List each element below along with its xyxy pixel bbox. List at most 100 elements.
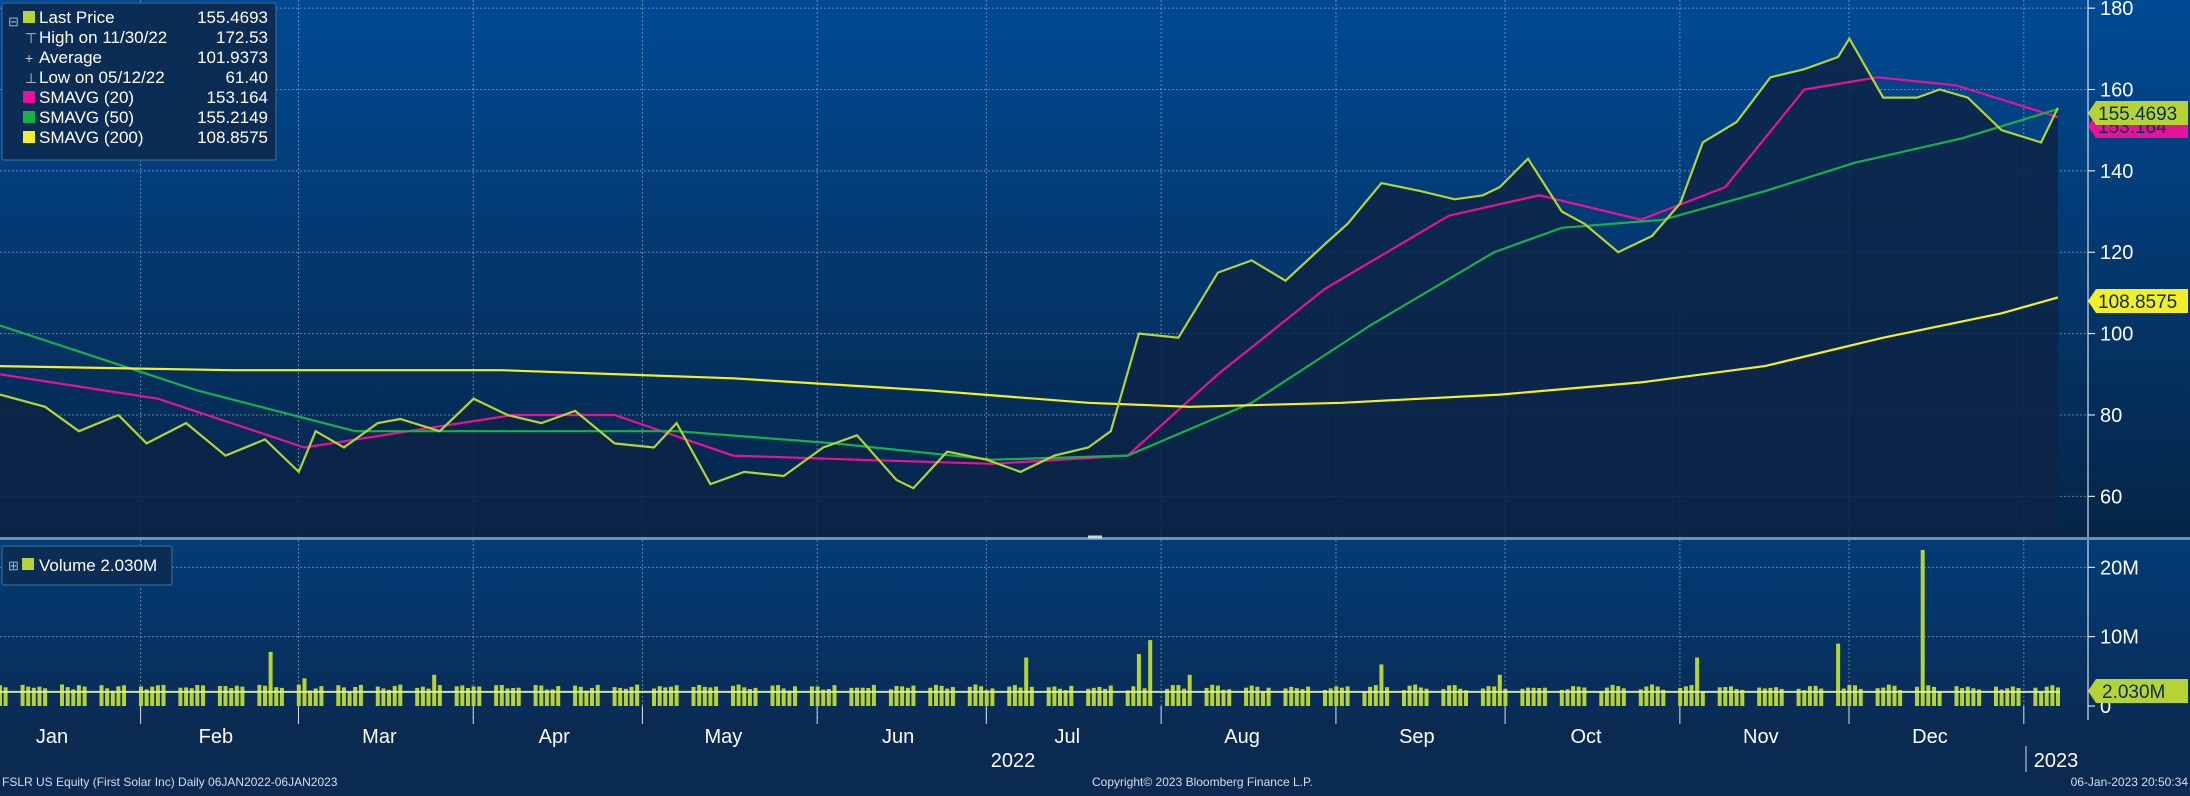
legend-label: SMAVG (50) xyxy=(39,108,134,127)
legend-collapse-icon[interactable]: ⊟ xyxy=(8,14,19,29)
volume-bar xyxy=(1063,690,1068,706)
volume-bar xyxy=(855,687,859,706)
volume-bar xyxy=(201,685,205,706)
volume-bar xyxy=(1537,688,1542,706)
year-label-2022: 2022 xyxy=(991,750,1036,772)
volume-bar xyxy=(279,687,284,706)
volume-bar xyxy=(1464,690,1468,706)
volume-bar xyxy=(1323,690,1327,706)
volume-bar xyxy=(1678,687,1683,706)
sma-line xyxy=(0,107,2059,461)
volume-tag xyxy=(2088,679,2188,703)
volume-legend-expand-icon[interactable]: ⊞ xyxy=(8,558,19,573)
volume-bar xyxy=(702,686,707,706)
volume-bar xyxy=(1915,686,1919,706)
volume-bar xyxy=(731,685,735,706)
volume-bar xyxy=(2056,687,2060,706)
volume-bar xyxy=(1339,687,1344,706)
volume-bar xyxy=(849,687,854,706)
volume-bar xyxy=(1097,686,1102,706)
volume-bar xyxy=(629,686,634,706)
volume-bar xyxy=(122,685,126,706)
volume-bar xyxy=(1046,687,1051,706)
volume-bar xyxy=(387,689,391,706)
volume-bar xyxy=(1345,686,1350,706)
volume-bar xyxy=(1977,689,1982,706)
legend-value: 172.53 xyxy=(216,28,268,47)
volume-bar xyxy=(1334,686,1339,706)
volume-bar xyxy=(979,686,984,706)
volume-bar xyxy=(623,688,628,706)
month-label: Aug xyxy=(1224,726,1260,748)
volume-bar xyxy=(1559,689,1564,706)
legend-swatch xyxy=(23,111,35,123)
volume-bar xyxy=(1131,686,1136,706)
volume-bar xyxy=(1402,690,1406,706)
volume-bar xyxy=(1616,686,1621,706)
volume-bar xyxy=(358,684,363,706)
volume-bar xyxy=(1086,688,1091,706)
volume-bar xyxy=(460,685,465,706)
volume-bar xyxy=(1215,685,1220,706)
volume-bar xyxy=(753,687,758,706)
volume-bar xyxy=(426,688,431,706)
volume-bar xyxy=(499,685,504,706)
volume-bar xyxy=(1734,689,1739,706)
volume-bar xyxy=(573,685,578,706)
legend-label: High on 11/30/22 xyxy=(39,28,167,47)
volume-bar xyxy=(1729,686,1733,706)
month-label: Nov xyxy=(1743,726,1779,748)
volume-bar xyxy=(1069,685,1074,706)
volume-bar xyxy=(26,686,31,706)
volume-bar xyxy=(1204,687,1209,706)
volume-bar xyxy=(539,685,544,706)
volume-bar xyxy=(1531,687,1536,706)
volume-bar xyxy=(1142,688,1147,706)
volume-bar xyxy=(76,685,81,706)
sma-line xyxy=(0,296,2059,408)
volume-bar xyxy=(1960,688,1965,706)
volume-bar xyxy=(1182,688,1187,706)
volume-bar xyxy=(1954,686,1959,706)
volume-bar xyxy=(742,687,747,706)
volume-bar xyxy=(2033,687,2038,706)
volume-bar xyxy=(2044,686,2049,706)
volume-bar xyxy=(1029,686,1034,706)
volume-bar xyxy=(2016,688,2021,706)
volume-bar xyxy=(37,686,42,706)
volume-bar xyxy=(1610,684,1615,706)
volume-bar xyxy=(584,690,589,706)
volume-bar xyxy=(1261,691,1265,706)
volume-bar xyxy=(544,689,549,706)
volume-bar xyxy=(1486,686,1491,706)
volume-bar xyxy=(1187,674,1192,706)
volume-bar xyxy=(1136,654,1141,706)
volume-bar xyxy=(1582,687,1587,706)
volume-bar xyxy=(1052,686,1057,706)
volume-bar xyxy=(1621,688,1626,706)
volume-bar xyxy=(454,686,459,706)
volume-bar xyxy=(1819,688,1824,706)
volume-bar xyxy=(776,685,781,706)
price-tag xyxy=(2088,289,2188,313)
volume-bar xyxy=(1937,691,1942,706)
volume-bar xyxy=(161,684,166,706)
month-label: Apr xyxy=(539,726,570,748)
volume-bar xyxy=(1526,687,1530,706)
volume-bar xyxy=(1971,688,1976,706)
volume-bar xyxy=(1385,687,1389,706)
volume-bar xyxy=(2005,688,2010,706)
volume-ytick-label: 20M xyxy=(2100,557,2139,579)
volume-bar xyxy=(178,687,183,706)
volume-bar xyxy=(663,687,668,706)
volume-bar xyxy=(1424,688,1429,706)
month-label: May xyxy=(704,726,742,748)
volume-legend-box: ⊞ Volume 2.030M xyxy=(1,545,173,586)
volume-bar xyxy=(341,687,346,706)
volume-bar xyxy=(268,651,273,706)
volume-bar xyxy=(195,685,200,706)
volume-bar xyxy=(1571,686,1576,706)
volume-bar xyxy=(1779,688,1784,706)
